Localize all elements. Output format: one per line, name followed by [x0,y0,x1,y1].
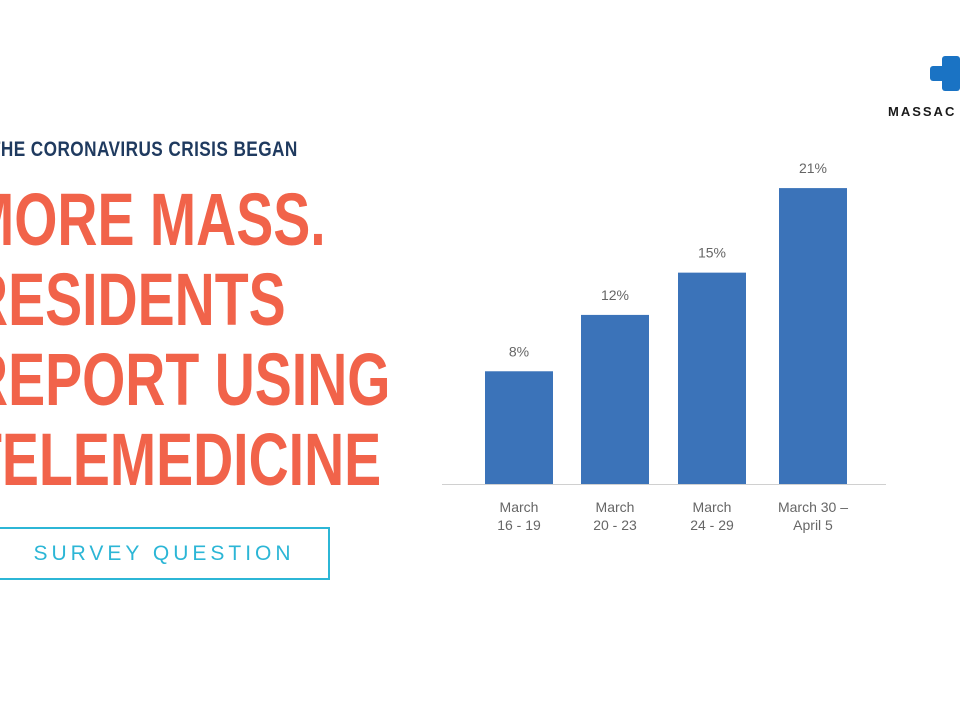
bar-value-label: 8% [509,343,529,359]
x-tick-label: 16 - 19 [497,517,541,533]
x-tick-label: March [693,499,732,515]
x-tick-label: 24 - 29 [690,517,734,533]
survey-question-label: SURVEY QUESTION [33,541,295,565]
bar-value-label: 15% [698,245,726,261]
x-tick-label: March [596,499,635,515]
bar [779,188,847,484]
bar [678,272,746,484]
headline-line: REPORT USING [0,338,391,421]
headline: MORE MASS. RESIDENTS REPORT USING TELEME… [0,178,391,501]
kicker-text: CE THE CORONAVIRUS CRISIS BEGAN [0,138,298,161]
medical-cross-icon [930,56,960,91]
headline-line: TELEMEDICINE [0,418,382,501]
survey-question-button[interactable]: SURVEY QUESTION [0,527,330,580]
x-tick-label: March [500,499,539,515]
headline-line: MORE MASS. [0,178,326,261]
bar [581,314,649,484]
headline-line: RESIDENTS [0,258,286,341]
bar-value-label: 21% [799,160,827,176]
bar-value-label: 12% [601,287,629,303]
bar [485,371,553,484]
logo-text: MASSAC [888,104,957,119]
x-tick-label: March 30 – [778,499,848,515]
brand-logo: MASSAC [880,52,960,122]
x-tick-label: 20 - 23 [593,517,637,533]
x-tick-label: April 5 [793,517,833,533]
